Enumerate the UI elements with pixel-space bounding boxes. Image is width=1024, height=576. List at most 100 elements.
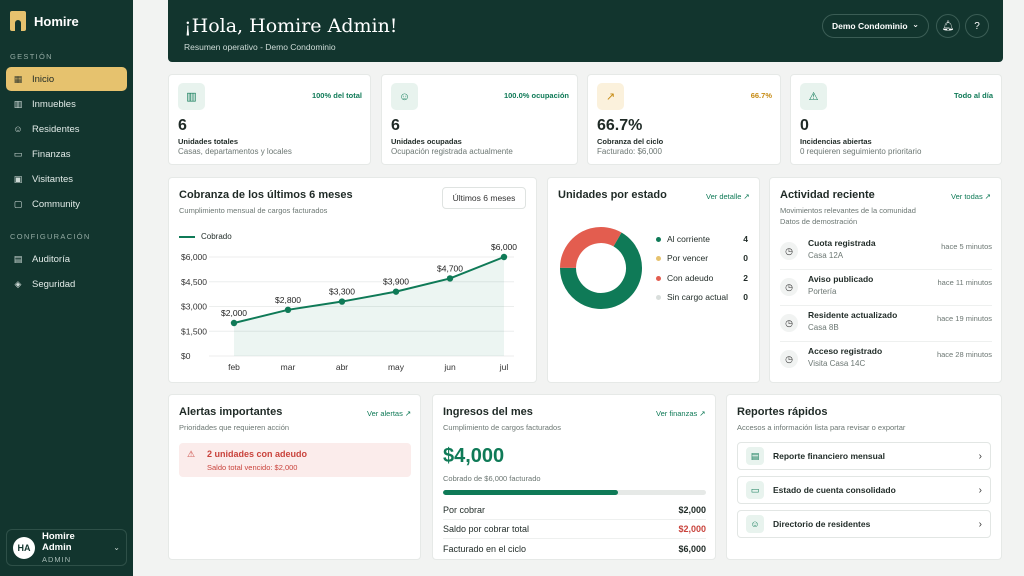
user-name: Homire Admin xyxy=(42,531,75,553)
users-icon: ☺ xyxy=(13,124,23,134)
collection-chart-card: Cobranza de los últimos 6 meses Cumplimi… xyxy=(168,177,537,383)
y-tick-label: $0 xyxy=(181,351,191,361)
income-progress-bar xyxy=(443,490,706,495)
sidebar-item-label: Inmuebles xyxy=(32,98,76,110)
brand[interactable]: Homire xyxy=(0,0,133,42)
x-tick-label: abr xyxy=(336,362,348,372)
report-financial-button[interactable]: ▤ Reporte financiero mensual › xyxy=(737,442,991,470)
data-label: $3,300 xyxy=(329,287,355,297)
sidebar-item-label: Seguridad xyxy=(32,278,76,290)
clipboard-icon: ▤ xyxy=(13,254,23,264)
stat-card-incidencias: ⚠︎ Todo al día 0 Incidencias abiertas 0 … xyxy=(790,74,1002,165)
warning-icon: ⚠︎ xyxy=(800,83,827,110)
stat-sub: Casas, departamentos y locales xyxy=(178,147,292,156)
chevron-down-icon: ⌄ xyxy=(912,20,919,29)
stat-card-unidades-ocupadas: ☺ 100.0% ocupación 6 Unidades ocupadas O… xyxy=(381,74,578,165)
stat-card-cobranza: ↗ 66.7% 66.7% Cobranza del ciclo Factura… xyxy=(587,74,781,165)
y-tick-label: $3,000 xyxy=(181,302,207,312)
data-point xyxy=(500,253,508,261)
collection-sub: Cumplimiento mensual de cargos facturado… xyxy=(179,206,328,215)
sidebar-item-auditoria[interactable]: ▤ Auditoría xyxy=(6,247,127,271)
activity-item[interactable]: ◷ Aviso publicado Portería hace 11 minut… xyxy=(780,272,992,306)
condo-select[interactable]: Demo Condominio ⌄ xyxy=(822,14,929,38)
data-point xyxy=(338,298,346,305)
sidebar-item-inmuebles[interactable]: ▥ Inmuebles xyxy=(6,92,127,116)
legend-label: Cobrado xyxy=(201,232,232,241)
help-button[interactable]: ? xyxy=(965,14,989,38)
clock-icon: ◷ xyxy=(780,278,798,296)
sidebar-item-label: Residentes xyxy=(32,123,80,135)
report-statement-button[interactable]: ▭ Estado de cuenta consolidado › xyxy=(737,476,991,504)
sidebar-item-community[interactable]: ▢ Community xyxy=(6,192,127,216)
data-point xyxy=(230,319,238,327)
income-row: Saldo por cobrar total $2,000 xyxy=(443,520,706,539)
x-tick-label: jun xyxy=(443,362,456,372)
wallet-icon: ▭ xyxy=(746,481,764,499)
range-select[interactable]: Últimos 6 meses xyxy=(442,187,526,209)
document-icon: ▤ xyxy=(746,447,764,465)
condo-select-value: Demo Condominio xyxy=(832,21,908,31)
reports-title: Reportes rápidos xyxy=(737,406,828,418)
clock-icon: ◷ xyxy=(780,350,798,368)
status-row: Sin cargo actual 0 xyxy=(656,292,748,302)
income-sub: Cumplimiento de cargos facturados xyxy=(443,423,561,432)
bar-chart-icon: ▥ xyxy=(13,99,23,109)
sidebar-item-label: Finanzas xyxy=(32,148,71,160)
building-icon: ▥ xyxy=(178,83,205,110)
income-row: Por cobrar $2,000 xyxy=(443,501,706,520)
nav-section-config: CONFIGURACIÓN xyxy=(10,232,91,241)
sidebar-item-inicio[interactable]: ▦ Inicio xyxy=(6,67,127,91)
stat-value: 6 xyxy=(391,117,400,134)
data-label: $2,800 xyxy=(275,295,301,305)
sidebar-item-finanzas[interactable]: ▭ Finanzas xyxy=(6,142,127,166)
sidebar-item-seguridad[interactable]: ◈ Seguridad xyxy=(6,272,127,296)
nav-section-gestion: GESTIÓN xyxy=(10,52,53,61)
alert-item[interactable]: ⚠︎ 2 unidades con adeudo Saldo total ven… xyxy=(179,443,411,477)
page-subtitle: Resumen operativo - Demo Condominio xyxy=(184,42,336,52)
warning-icon: ⚠︎ xyxy=(187,449,196,459)
page-title: ¡Hola, Homire Admin! xyxy=(184,15,398,37)
stat-label: Unidades ocupadas xyxy=(391,137,462,146)
stat-value: 0 xyxy=(800,117,809,134)
qr-icon: ▣ xyxy=(13,174,23,184)
sidebar-item-label: Visitantes xyxy=(32,173,74,185)
stat-sub: Facturado: $6,000 xyxy=(597,147,662,156)
sidebar-item-visitantes[interactable]: ▣ Visitantes xyxy=(6,167,127,191)
legend-swatch xyxy=(179,235,195,238)
sidebar: Homire GESTIÓN ▦ Inicio ▥ Inmuebles ☺ Re… xyxy=(0,0,133,576)
alerts-card: Alertas importantes Ver alertas ↗ Priori… xyxy=(168,394,421,560)
chevron-right-icon: › xyxy=(978,484,982,496)
user-menu[interactable]: HA Homire Admin ADMIN ⌄ xyxy=(6,529,127,566)
stat-badge: 100% del total xyxy=(311,91,362,100)
units-donut-chart xyxy=(560,227,642,309)
alerts-view-link[interactable]: Ver alertas ↗ xyxy=(367,409,412,418)
sidebar-item-label: Inicio xyxy=(32,73,55,85)
activity-view-all-link[interactable]: Ver todas ↗ xyxy=(951,192,992,201)
income-progress-fill xyxy=(443,490,619,495)
status-dot xyxy=(656,275,661,281)
report-directory-button[interactable]: ☺ Directorio de residentes › xyxy=(737,510,991,538)
sidebar-item-residentes[interactable]: ☺ Residentes xyxy=(6,117,127,141)
data-label: $4,700 xyxy=(437,263,463,273)
units-detail-link[interactable]: Ver detalle ↗ xyxy=(706,192,750,201)
status-row: Con adeudo 2 xyxy=(656,273,748,283)
clock-icon: ◷ xyxy=(780,242,798,260)
stat-badge: 66.7% xyxy=(750,91,772,100)
activity-item[interactable]: ◷ Residente actualizado Casa 8B hace 19 … xyxy=(780,308,992,342)
recent-activity-card: Actividad reciente Ver todas ↗ Movimient… xyxy=(769,177,1002,383)
bell-icon: 🔔︎ xyxy=(941,20,955,32)
chart-legend: Cobrado xyxy=(179,232,232,241)
data-label: $6,000 xyxy=(491,242,517,252)
income-finance-link[interactable]: Ver finanzas ↗ xyxy=(656,409,706,418)
data-point xyxy=(284,306,292,313)
status-dot xyxy=(656,294,661,300)
donut-segment xyxy=(560,227,642,309)
activity-item[interactable]: ◷ Cuota registrada Casa 12A hace 5 minut… xyxy=(780,236,992,270)
stat-label: Unidades totales xyxy=(178,137,239,146)
notifications-button[interactable]: 🔔︎ xyxy=(936,14,960,38)
user-icon: ☺ xyxy=(746,515,764,533)
shield-icon: ◈ xyxy=(14,279,22,289)
data-label: $2,000 xyxy=(221,308,247,318)
chevron-right-icon: › xyxy=(978,450,982,462)
activity-item[interactable]: ◷ Acceso registrado Visita Casa 14C hace… xyxy=(780,344,992,378)
